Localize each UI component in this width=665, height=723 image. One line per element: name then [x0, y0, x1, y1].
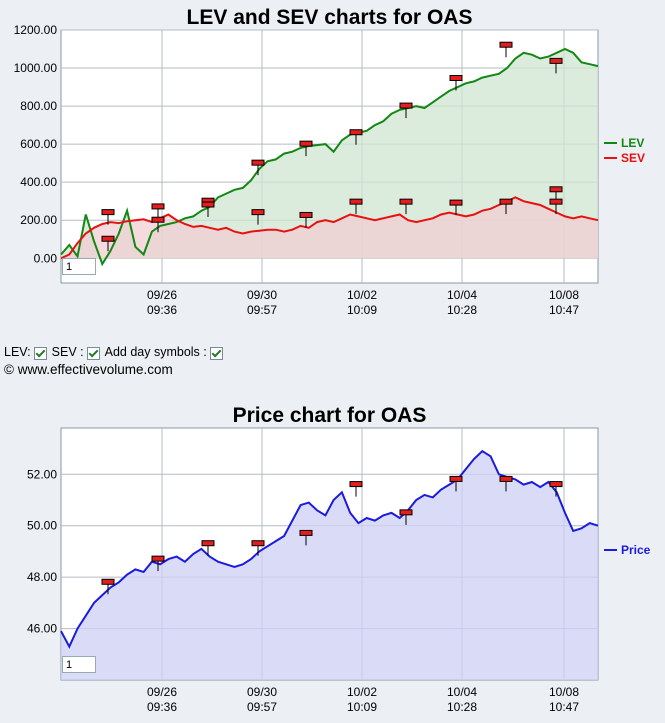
day-marker [299, 211, 313, 218]
legend-sev-label: SEV [621, 151, 645, 165]
x-tick-time: 10:47 [549, 700, 579, 714]
lev-sev-chart: LEV and SEV charts for OAS1200.001000.00… [14, 6, 645, 317]
x-tick-time: 10:09 [347, 700, 377, 714]
x-tick-date: 10/04 [447, 685, 477, 699]
y-tick-label: 50.00 [27, 519, 57, 533]
x-tick-date: 10/04 [447, 288, 477, 302]
day-marker [349, 481, 363, 488]
day-marker [349, 198, 363, 205]
day-marker [399, 198, 413, 205]
sev-toggle-label: SEV : [51, 345, 84, 359]
zoom-input-bottom[interactable]: 1 [62, 656, 96, 673]
day-marker [349, 129, 363, 136]
y-tick-label: 0.00 [34, 251, 58, 265]
y-tick-label: 1000.00 [14, 61, 58, 75]
x-tick-date: 10/08 [549, 685, 579, 699]
day-marker [201, 540, 215, 547]
zoom-input-top[interactable]: 1 [62, 258, 96, 275]
y-tick-label: 600.00 [20, 137, 57, 151]
series-toggle-bar: LEV: SEV : Add day symbols : [4, 345, 228, 360]
y-tick-label: 48.00 [27, 570, 57, 584]
day-marker [549, 481, 563, 488]
x-tick-time: 10:28 [447, 303, 477, 317]
copyright-text: © www.effectivevolume.com [4, 362, 173, 377]
chart-title: LEV and SEV charts for OAS [187, 6, 473, 29]
lev-toggle-label: LEV: [4, 345, 31, 359]
x-tick-time: 10:28 [447, 700, 477, 714]
day-marker [449, 199, 463, 206]
y-tick-label: 46.00 [27, 622, 57, 636]
x-tick-date: 10/08 [549, 288, 579, 302]
y-tick-label: 200.00 [20, 213, 57, 227]
day-marker [251, 540, 265, 547]
day-marker [499, 198, 513, 205]
day-marker [101, 578, 115, 585]
price-area [61, 451, 598, 680]
day-marker [399, 509, 413, 516]
day-marker [449, 475, 463, 482]
lev-line [60, 47, 599, 267]
day-marker [101, 235, 115, 242]
day-marker [449, 75, 463, 82]
x-tick-date: 09/26 [147, 288, 177, 302]
x-tick-date: 09/26 [147, 685, 177, 699]
day-marker [499, 475, 513, 482]
day-marker [299, 140, 313, 147]
price-chart: Price chart for OAS 52.00 50.00 48.00 46.00 0… [27, 404, 651, 714]
day-symbols-checkbox[interactable] [209, 346, 223, 360]
y-tick-label: 52.00 [27, 467, 57, 481]
legend-price-label: Price [621, 543, 651, 557]
lev-checkbox[interactable] [33, 346, 47, 360]
x-tick-time: 09:57 [247, 700, 277, 714]
day-marker [101, 209, 115, 216]
day-marker [399, 102, 413, 109]
y-tick-label: 400.00 [20, 175, 57, 189]
day-marker [151, 203, 165, 210]
day-symbols-label: Add day symbols : [104, 345, 207, 359]
y-tick-label: 1200.00 [14, 23, 58, 37]
day-marker [549, 186, 563, 193]
day-marker [549, 57, 563, 64]
day-marker [201, 201, 215, 208]
x-tick-date: 10/02 [347, 685, 377, 699]
day-marker [549, 198, 563, 205]
chart-title: Price chart for OAS [233, 404, 427, 427]
x-tick-date: 09/30 [247, 685, 277, 699]
x-tick-date: 09/30 [247, 288, 277, 302]
x-tick-time: 09:57 [247, 303, 277, 317]
x-tick-time: 10:47 [549, 303, 579, 317]
sev-checkbox[interactable] [86, 346, 100, 360]
sev-area [61, 197, 598, 259]
x-tick-time: 09:36 [147, 700, 177, 714]
day-marker [151, 216, 165, 223]
day-marker [299, 529, 313, 536]
x-tick-date: 10/02 [347, 288, 377, 302]
legend-lev-label: LEV [621, 136, 644, 150]
y-tick-label: 800.00 [20, 99, 57, 113]
x-tick-time: 09:36 [147, 303, 177, 317]
day-marker [499, 41, 513, 48]
lev-area [61, 49, 598, 264]
day-marker [151, 555, 165, 562]
day-marker [251, 159, 265, 166]
x-tick-time: 10:09 [347, 303, 377, 317]
day-marker [251, 209, 265, 216]
